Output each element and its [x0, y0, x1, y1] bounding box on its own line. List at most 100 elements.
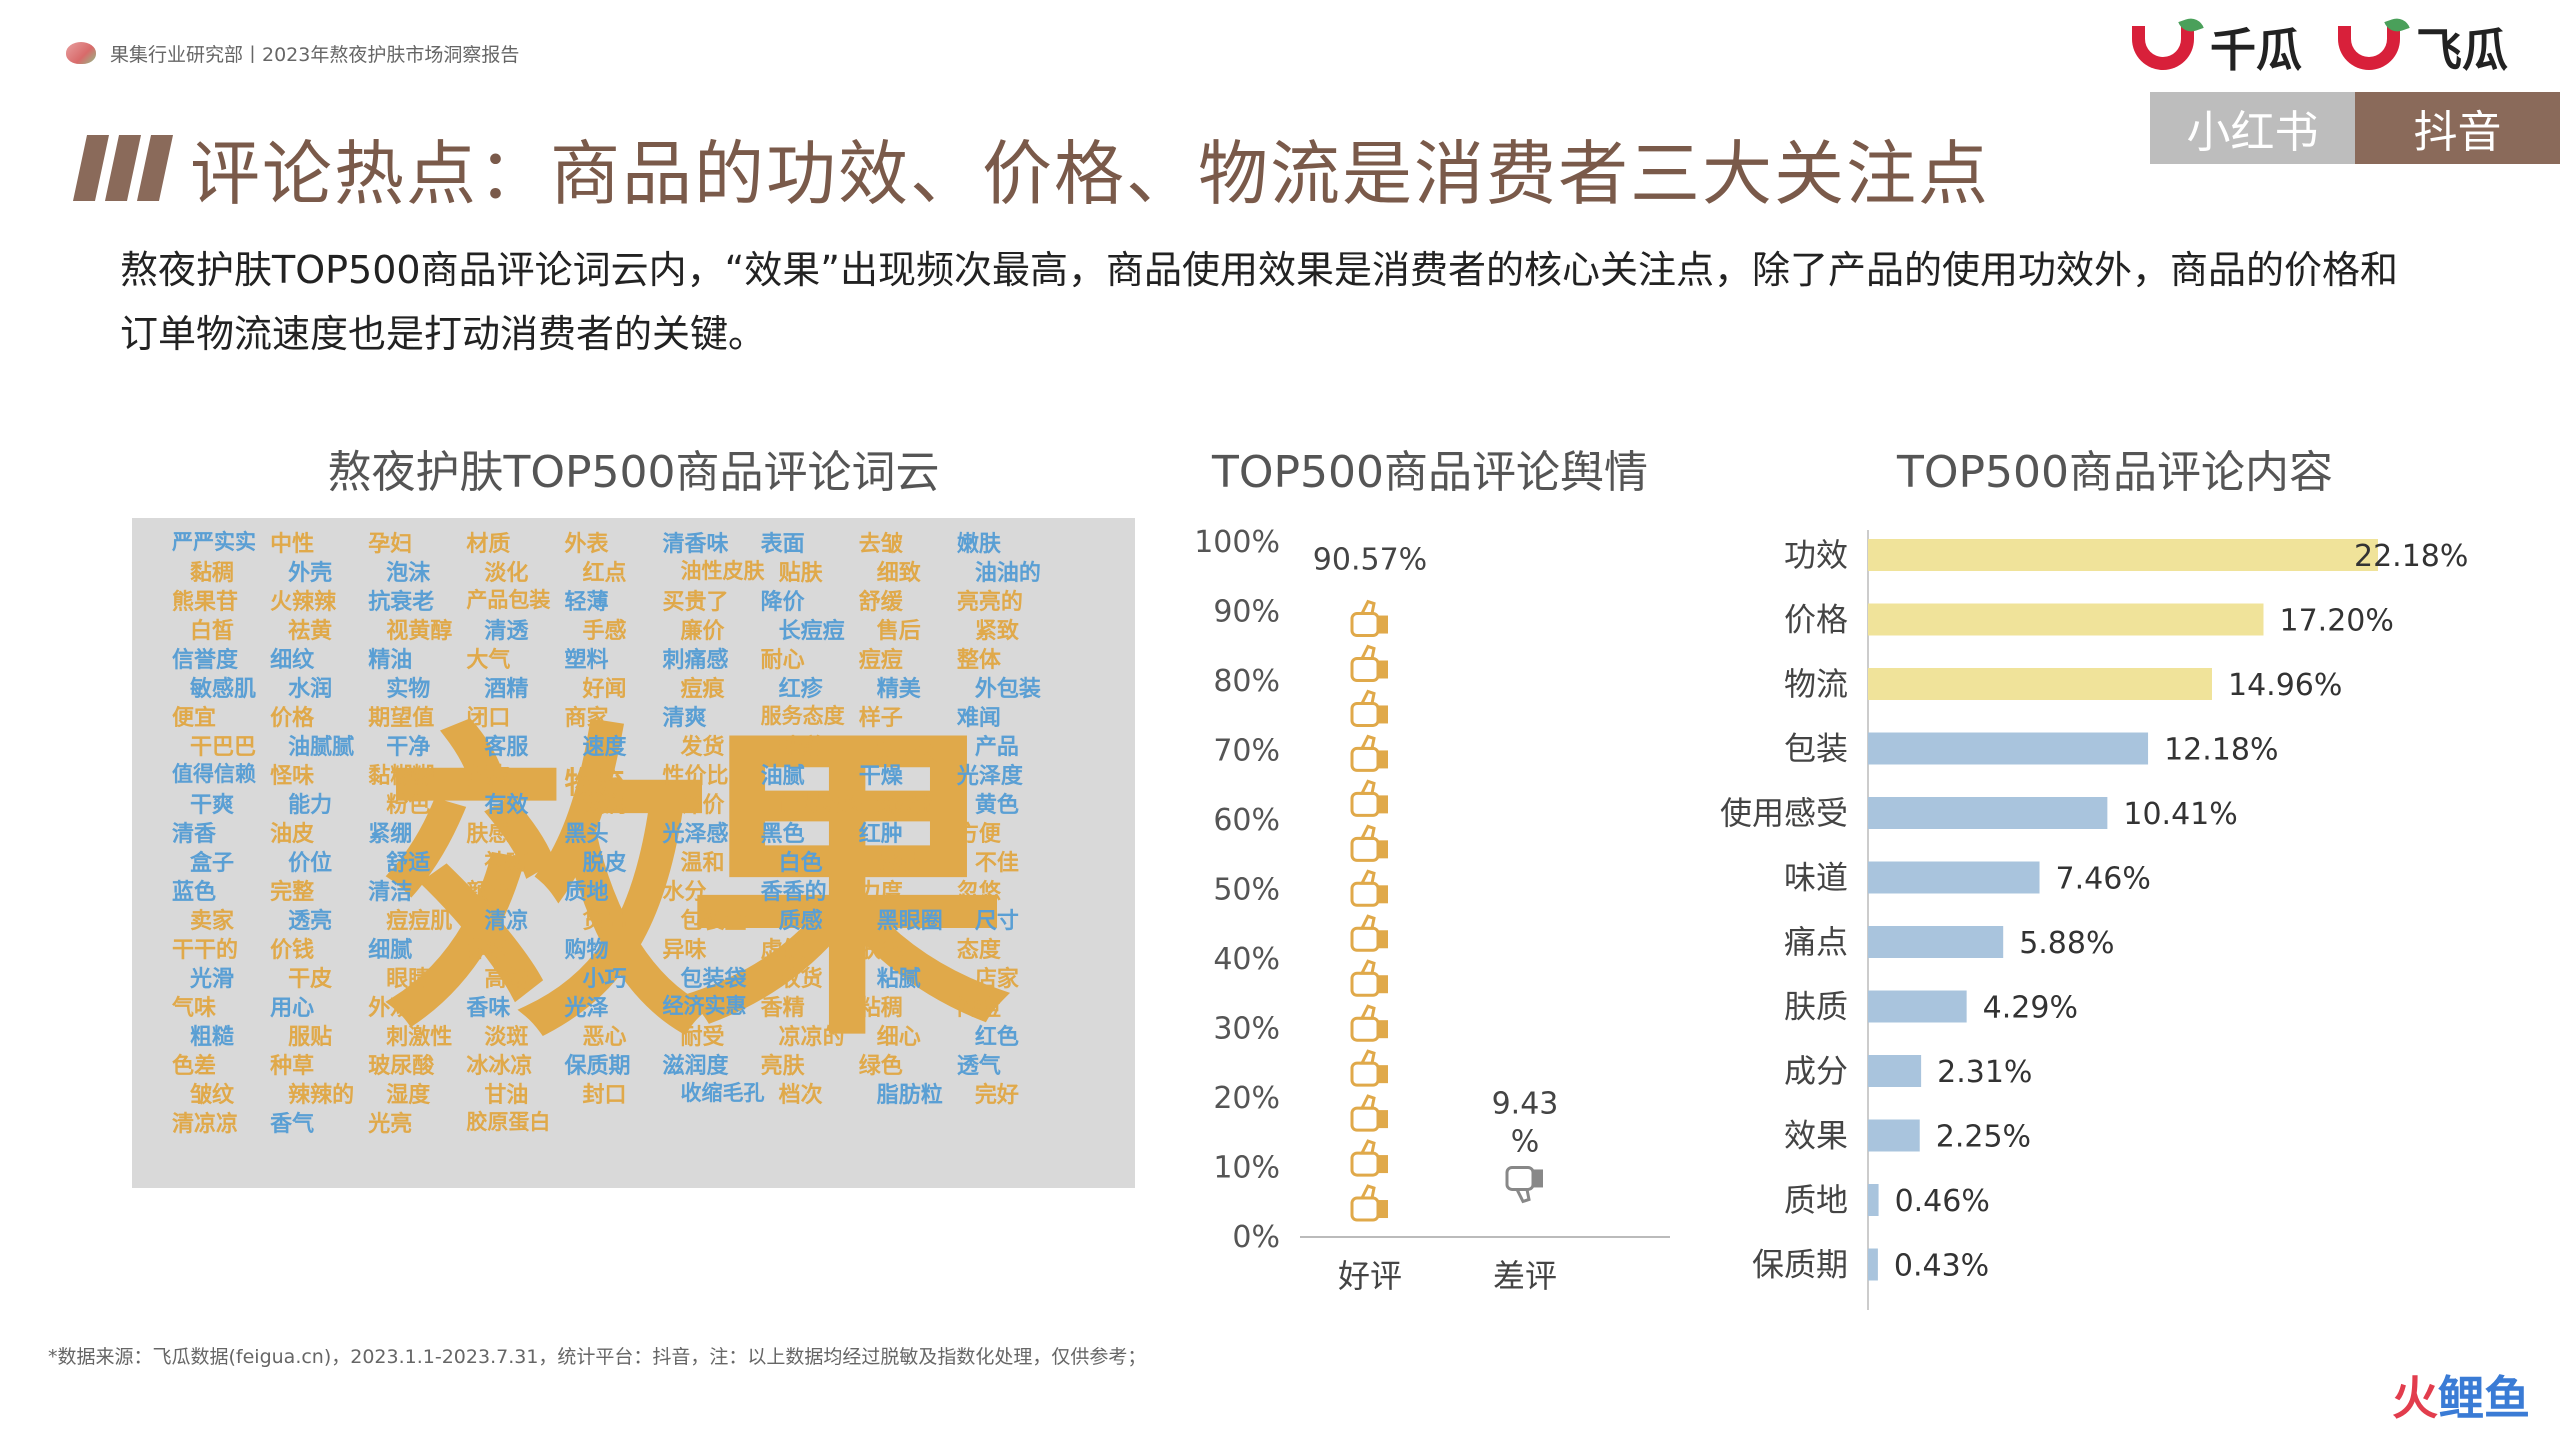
wordcloud-word: 整体: [956, 648, 1001, 673]
wordcloud-word: 表面: [760, 532, 805, 557]
wordcloud-word: 外表: [564, 532, 609, 557]
wordcloud-word: 封口: [582, 1083, 627, 1108]
wordcloud-word: 档次: [778, 1083, 823, 1108]
wordcloud-word: 清凉凉: [172, 1112, 239, 1137]
wordcloud-word: 蓝色: [172, 880, 217, 905]
wordcloud-word: 值得信赖: [172, 762, 256, 786]
wordcloud-word: 绿色: [858, 1054, 903, 1079]
wordcloud-word: 完好: [974, 1083, 1019, 1108]
wordcloud-word: 流动性: [876, 793, 943, 818]
thumbs-up-icon: [1350, 959, 1388, 997]
tag-xiaohongshu: 小红书: [2150, 92, 2355, 164]
y-tick-label: 0%: [1232, 1220, 1280, 1255]
wordcloud-word: 小巧: [582, 967, 627, 992]
y-tick-label: 40%: [1213, 942, 1280, 977]
bar: [1868, 1248, 1878, 1281]
wordcloud-word: 客服: [484, 735, 529, 760]
data-label: 22.18%: [2354, 539, 2468, 574]
data-label: 2.25%: [1936, 1120, 2031, 1155]
wordcloud-word: 清爽: [662, 706, 707, 731]
wordcloud-word: 手感: [582, 619, 627, 644]
wordcloud-word: 熊果苷: [172, 590, 239, 615]
wordcloud-word: 服帖: [876, 851, 921, 876]
wordcloud-word: 痘痘: [858, 648, 903, 673]
data-label: 5.88%: [2019, 926, 2114, 961]
wordcloud-word: 火辣辣: [270, 590, 337, 615]
wordcloud-word: 黄色: [974, 793, 1019, 818]
wordcloud-word: 脂肪粒: [876, 1083, 943, 1108]
thumbs-up-icon: [1350, 1004, 1388, 1042]
wordcloud-word: 滋润度: [662, 1054, 729, 1079]
data-label: 12.18%: [2164, 733, 2278, 768]
y-tick-label: 60%: [1213, 803, 1280, 838]
wordcloud-word: 凉凉的: [778, 1025, 845, 1050]
brand-dot-icon: [66, 42, 96, 64]
wordcloud-word: 去皱: [858, 532, 903, 557]
wordcloud-word: 产品包装: [466, 588, 551, 612]
wordcloud-word: 香香的: [760, 880, 827, 905]
data-label: 90.57%: [1313, 543, 1427, 578]
wordcloud-word: 味道: [778, 735, 823, 760]
wordcloud-word: 光泽度: [956, 764, 1023, 789]
category-label: 使用感受: [1720, 794, 1848, 832]
wordcloud-word: 辣辣的: [288, 1083, 355, 1108]
wordcloud-word: 光泽: [564, 996, 609, 1021]
wordcloud-word: 收货: [778, 967, 823, 992]
wordcloud-word: 实物: [386, 677, 431, 702]
wordcloud-word: 透亮: [288, 909, 333, 934]
wordcloud-word: 清凉: [484, 909, 529, 934]
platform-tags: 小红书 抖音: [2150, 92, 2560, 164]
wordcloud-word: 痘痕: [680, 677, 725, 702]
corner-logo: 火鲤鱼: [2392, 1362, 2530, 1428]
wordcloud-word: 态度: [956, 938, 1001, 963]
wordcloud-word: 黑眼圈: [876, 909, 943, 934]
wordcloud-word: 购物: [564, 938, 609, 963]
wordcloud-word: 温和: [680, 851, 725, 876]
category-label: 味道: [1784, 859, 1848, 897]
wordcloud-word: 白色: [778, 851, 823, 876]
wordcloud-word: 好闻: [582, 677, 627, 702]
wordcloud-word: 黏糊糊: [368, 764, 435, 789]
wordcloud-word: 外观: [368, 996, 413, 1021]
sentiment-chart-title: TOP500商品评论舆情: [1211, 447, 1649, 498]
wordcloud-word: 细纹: [270, 648, 315, 673]
brand-qiangua: 千瓜: [2126, 14, 2302, 80]
sentiment-chart: 0% 10% 20% 30% 40% 50% 60% 70% 80% 90% 100% 90.57% 好…: [1194, 525, 1670, 1295]
wordcloud-word: 泡沫: [386, 561, 431, 586]
category-label: 包装: [1784, 730, 1848, 768]
data-label: 17.20%: [2279, 604, 2393, 639]
wordcloud-main-word: 效果: [382, 696, 1012, 1080]
wordcloud-word: 盒子: [190, 851, 235, 876]
wordcloud-word: 怪味: [270, 764, 315, 789]
wordcloud-word: 油性皮肤: [680, 559, 765, 583]
wordcloud-word: 气味: [172, 996, 217, 1021]
wordcloud-word: 酒精: [484, 677, 529, 702]
y-tick-label: 50%: [1213, 873, 1280, 908]
thumbs-up-icon: [1350, 689, 1388, 727]
wordcloud-word: 质地: [564, 880, 609, 905]
wordcloud-word: 胶原蛋白: [466, 1110, 551, 1134]
data-label: 2.31%: [1937, 1055, 2032, 1090]
wordcloud-word: 甘油: [484, 1083, 529, 1108]
wordcloud-word: 价钱: [270, 938, 315, 963]
bar: [1868, 797, 2108, 829]
wordcloud-word: 红疹: [778, 677, 823, 702]
wordcloud-word: 体验: [466, 938, 511, 963]
thumbs-up-column: [1350, 599, 1388, 1222]
wordcloud-word: 产品: [974, 735, 1019, 760]
wordcloud-word: 冰冰凉: [466, 1054, 533, 1079]
report-header: 果集行业研究部丨2023年熬夜护肤市场洞察报告: [66, 38, 519, 68]
thumbs-up-icon: [1350, 1049, 1388, 1087]
wordcloud-word: 塑料: [564, 648, 609, 673]
y-tick-label: 80%: [1213, 664, 1280, 699]
wordcloud-word: 值得购买: [778, 791, 863, 815]
category-label: 好评: [1338, 1257, 1402, 1295]
category-label: 质地: [1784, 1181, 1848, 1219]
wordcloud-word: 干爽: [190, 793, 235, 818]
data-source-footnote: *数据来源：飞瓜数据(feigua.cn)，2023.1.1-2023.7.31…: [48, 1346, 1147, 1368]
data-label: 0.43%: [1894, 1249, 1989, 1284]
wordcloud-word: 经济实惠: [662, 994, 747, 1018]
wordcloud-word: 粘稠: [858, 996, 903, 1021]
wordcloud-word: 卖家: [190, 909, 235, 934]
wordcloud-word: 油油的: [974, 561, 1041, 586]
